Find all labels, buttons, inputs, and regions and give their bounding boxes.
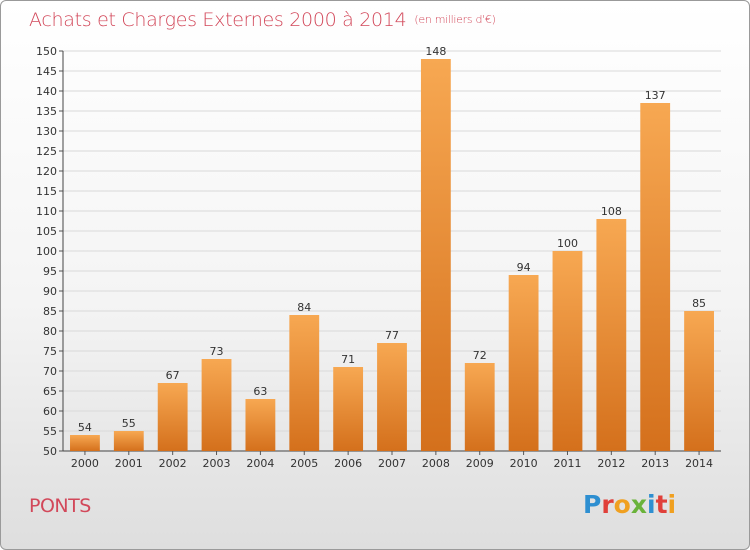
y-tick-label: 145: [36, 65, 57, 78]
x-tick-label: 2002: [159, 457, 187, 470]
chart-title-text: Achats et Charges Externes 2000 à 2014: [29, 9, 407, 31]
x-tick-label: 2013: [641, 457, 669, 470]
bar: [420, 59, 451, 451]
bar: [201, 359, 232, 451]
y-tick-label: 80: [43, 325, 57, 338]
x-tick-label: 2014: [685, 457, 713, 470]
logo-letter: x: [630, 490, 647, 519]
value-label: 77: [385, 329, 399, 342]
value-label: 71: [341, 353, 355, 366]
y-tick-label: 140: [36, 85, 57, 98]
value-label: 73: [210, 345, 224, 358]
bar: [157, 383, 188, 451]
bar: [377, 343, 407, 451]
logo-letter: i: [667, 490, 677, 519]
bar: [70, 435, 100, 451]
y-tick-label: 85: [43, 305, 57, 318]
bar: [464, 363, 495, 451]
logo-letter: i: [647, 490, 656, 519]
y-tick-label: 95: [43, 265, 57, 278]
value-label: 85: [692, 297, 706, 310]
x-tick-label: 2001: [115, 457, 143, 470]
y-tick-label: 70: [43, 365, 57, 378]
value-label: 67: [166, 369, 180, 382]
bar: [640, 103, 671, 451]
bar: [508, 275, 539, 451]
logo-letter: r: [601, 490, 614, 519]
x-tick-label: 2008: [422, 457, 450, 470]
bar: [113, 431, 144, 451]
logo-letter: P: [583, 490, 602, 519]
bar: [684, 311, 714, 451]
x-tick-label: 2010: [510, 457, 538, 470]
value-label: 54: [78, 421, 92, 434]
x-tick-label: 2009: [466, 457, 494, 470]
value-label: 84: [297, 301, 311, 314]
y-tick-label: 50: [43, 445, 57, 458]
x-tick-label: 2004: [246, 457, 274, 470]
commune-name: PONTS: [29, 495, 91, 517]
bar: [245, 399, 276, 451]
x-tick-label: 2007: [378, 457, 406, 470]
bar: [289, 315, 320, 451]
y-tick-label: 55: [43, 425, 57, 438]
y-tick-label: 75: [43, 345, 57, 358]
y-tick-label: 150: [36, 45, 57, 58]
proxiti-logo[interactable]: Proxiti: [583, 490, 676, 519]
chart-unit-label: (en milliers d'€): [414, 13, 496, 26]
value-label: 94: [517, 261, 531, 274]
y-tick-label: 130: [36, 125, 57, 138]
y-tick-label: 60: [43, 405, 57, 418]
y-tick-label: 65: [43, 385, 57, 398]
value-label: 148: [425, 45, 446, 58]
bar: [596, 219, 627, 451]
x-tick-label: 2012: [597, 457, 625, 470]
chart-title: Achats et Charges Externes 2000 à 2014 (e…: [29, 9, 496, 31]
y-tick-label: 115: [36, 185, 57, 198]
y-tick-label: 110: [36, 205, 57, 218]
bar: [333, 367, 364, 451]
value-label: 63: [253, 385, 267, 398]
bar: [552, 251, 583, 451]
logo-letter: t: [655, 490, 668, 519]
y-tick-label: 100: [36, 245, 57, 258]
logo-letter: o: [613, 490, 631, 519]
x-tick-label: 2011: [553, 457, 581, 470]
value-label: 72: [473, 349, 487, 362]
x-tick-label: 2005: [290, 457, 318, 470]
value-label: 137: [645, 89, 666, 102]
x-tick-label: 2006: [334, 457, 362, 470]
x-tick-label: 2000: [71, 457, 99, 470]
x-tick-label: 2003: [203, 457, 231, 470]
y-tick-label: 120: [36, 165, 57, 178]
value-label: 100: [557, 237, 578, 250]
y-tick-label: 105: [36, 225, 57, 238]
y-tick-label: 90: [43, 285, 57, 298]
value-label: 55: [122, 417, 136, 430]
y-tick-label: 125: [36, 145, 57, 158]
value-label: 108: [601, 205, 622, 218]
y-tick-label: 135: [36, 105, 57, 118]
